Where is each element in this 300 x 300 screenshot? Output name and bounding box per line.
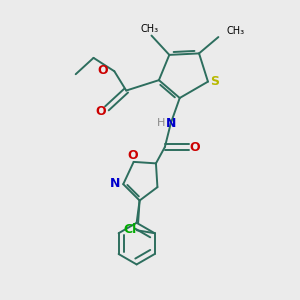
Text: O: O xyxy=(128,149,138,162)
Text: O: O xyxy=(97,64,108,77)
Text: H: H xyxy=(157,118,166,128)
Text: S: S xyxy=(210,75,219,88)
Text: O: O xyxy=(95,105,106,118)
Text: O: O xyxy=(190,140,200,154)
Text: N: N xyxy=(110,177,120,190)
Text: N: N xyxy=(166,117,176,130)
Text: CH₃: CH₃ xyxy=(227,26,245,35)
Text: Cl: Cl xyxy=(124,223,137,236)
Text: CH₃: CH₃ xyxy=(141,24,159,34)
